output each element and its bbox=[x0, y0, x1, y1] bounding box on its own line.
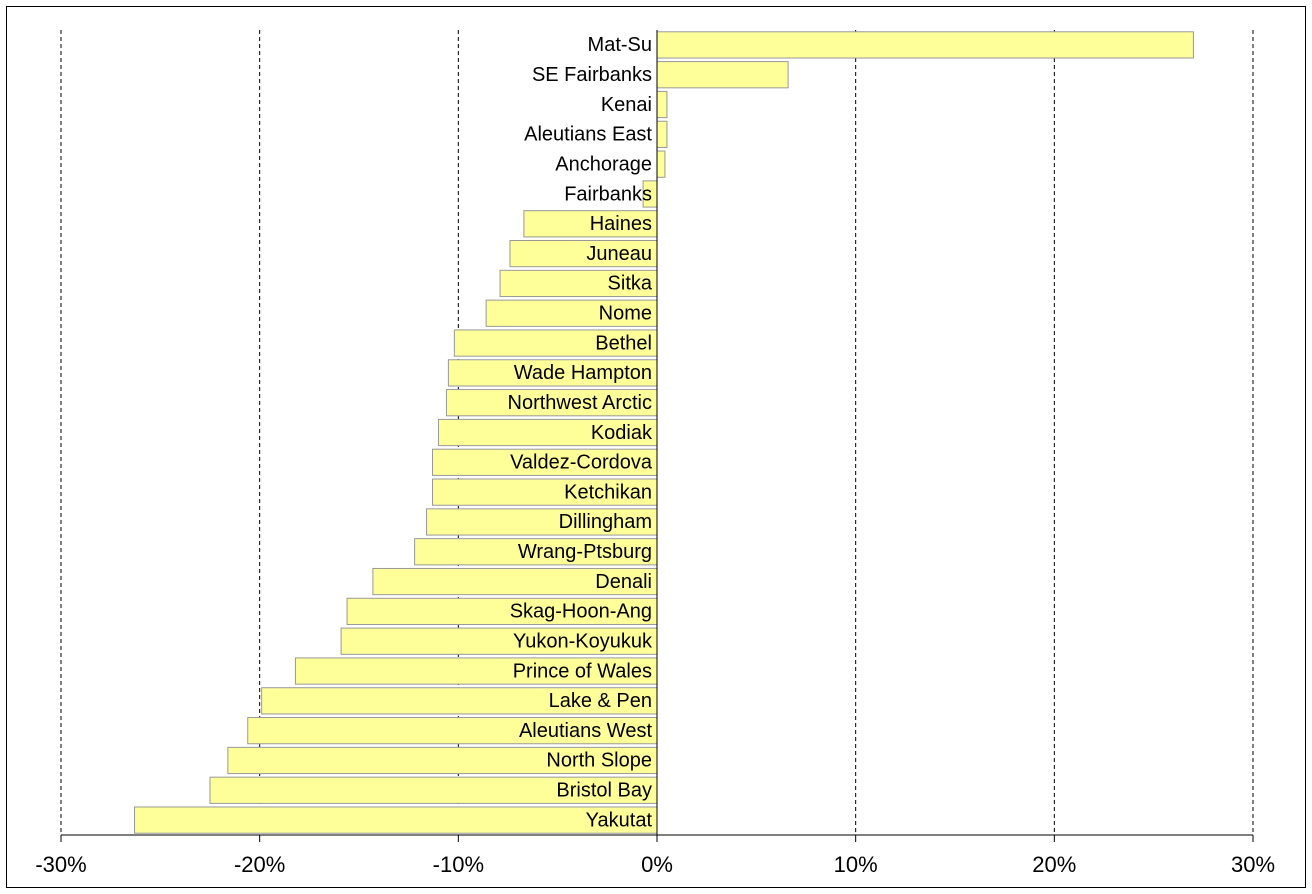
category-label: Haines bbox=[590, 213, 652, 235]
category-label: Valdez-Cordova bbox=[510, 452, 653, 474]
bar bbox=[346, 597, 658, 626]
bar bbox=[372, 567, 658, 596]
bar bbox=[209, 776, 658, 804]
category-label: Fairbanks bbox=[564, 183, 652, 205]
bar bbox=[509, 239, 658, 268]
bar bbox=[294, 657, 658, 685]
category-label: Mat-Su bbox=[588, 34, 652, 56]
bar bbox=[134, 806, 658, 834]
category-label: Northwest Arctic bbox=[508, 392, 652, 414]
category-label: Aleutians West bbox=[519, 720, 652, 742]
category-label: Kenai bbox=[601, 94, 652, 116]
bar bbox=[340, 627, 658, 655]
bar bbox=[656, 150, 666, 178]
bar bbox=[432, 448, 658, 476]
category-label: Dillingham bbox=[559, 511, 652, 533]
category-label: Sitka bbox=[608, 273, 653, 295]
category-label: Skag-Hoon-Ang bbox=[510, 601, 652, 623]
x-tick-label: -20% bbox=[234, 852, 285, 877]
x-tick-label: 20% bbox=[1032, 852, 1076, 877]
category-label: Wrang-Ptsburg bbox=[518, 541, 652, 563]
category-label: Prince of Wales bbox=[513, 660, 652, 682]
category-label: Lake & Pen bbox=[549, 690, 652, 712]
bar bbox=[445, 389, 658, 417]
bar bbox=[656, 90, 668, 119]
category-label: North Slope bbox=[546, 750, 652, 772]
x-tick-label: 0% bbox=[641, 852, 673, 877]
bar bbox=[656, 31, 1194, 59]
x-tick-label: -10% bbox=[433, 852, 484, 877]
category-label: Bethel bbox=[595, 332, 652, 354]
x-tick-label: -30% bbox=[35, 852, 86, 877]
bar bbox=[656, 120, 668, 148]
category-label: Bristol Bay bbox=[556, 780, 652, 802]
bar bbox=[447, 359, 658, 387]
bar bbox=[432, 478, 658, 506]
bar bbox=[227, 746, 658, 775]
category-label: SE Fairbanks bbox=[532, 64, 652, 86]
bar bbox=[453, 329, 658, 357]
category-label: Ketchikan bbox=[564, 481, 652, 503]
category-label: Denali bbox=[595, 571, 652, 593]
bar bbox=[414, 538, 658, 566]
x-tick-label: 30% bbox=[1231, 852, 1275, 877]
category-label: Wade Hampton bbox=[514, 362, 652, 384]
category-label: Juneau bbox=[586, 243, 652, 265]
category-label: Nome bbox=[599, 303, 652, 325]
category-label: Aleutians East bbox=[524, 124, 652, 146]
category-label: Kodiak bbox=[591, 422, 653, 444]
x-tick-label: 10% bbox=[834, 852, 878, 877]
bar bbox=[656, 61, 789, 89]
bar bbox=[426, 508, 658, 536]
category-label: Yukon-Koyukuk bbox=[513, 630, 653, 652]
category-label: Yakutat bbox=[586, 809, 653, 831]
bar bbox=[261, 687, 658, 715]
category-label: Anchorage bbox=[555, 153, 652, 175]
